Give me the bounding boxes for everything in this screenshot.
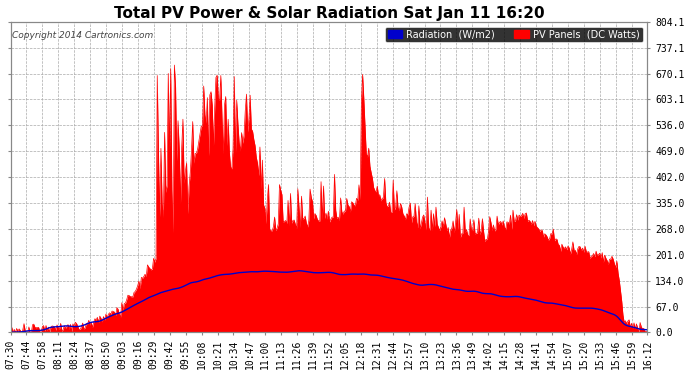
Legend: Radiation  (W/m2), PV Panels  (DC Watts): Radiation (W/m2), PV Panels (DC Watts) bbox=[385, 27, 642, 42]
Text: Copyright 2014 Cartronics.com: Copyright 2014 Cartronics.com bbox=[12, 31, 153, 40]
Title: Total PV Power & Solar Radiation Sat Jan 11 16:20: Total PV Power & Solar Radiation Sat Jan… bbox=[114, 6, 544, 21]
